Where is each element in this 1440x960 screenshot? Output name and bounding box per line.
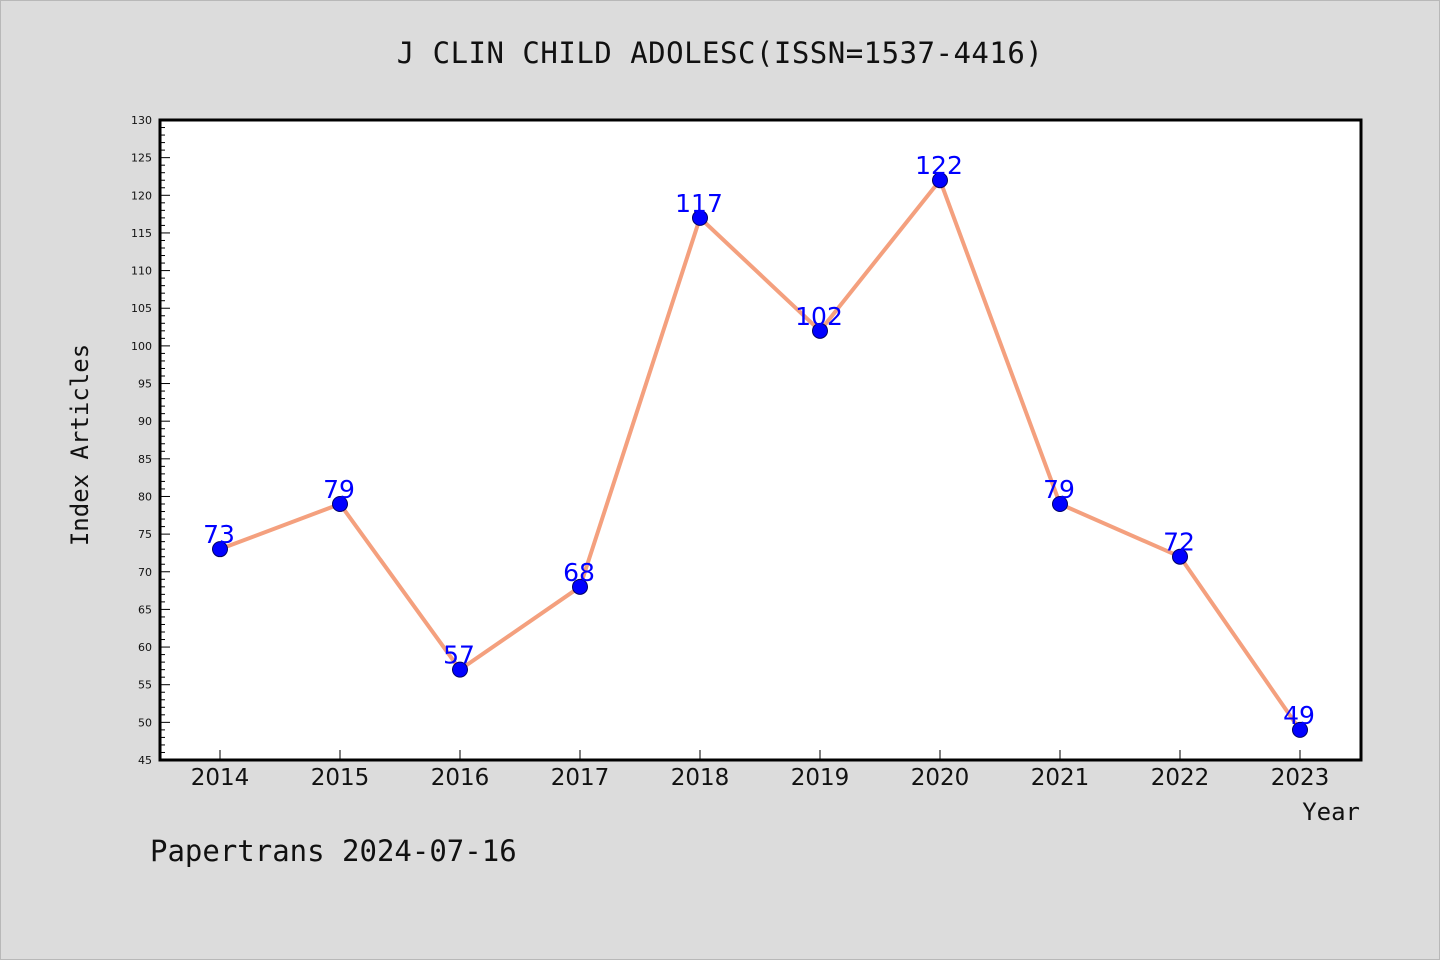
y-tick-label: 100 [131,340,152,353]
data-label: 102 [795,302,843,331]
data-label: 79 [323,475,355,504]
data-point [332,496,348,512]
x-tick-label: 2018 [671,765,730,791]
data-point [1052,496,1068,512]
data-series: 73 79 57 68 117 102 122 79 72 49 [203,151,1315,738]
y-tick-label: 75 [138,528,152,541]
series-line [218,178,1302,732]
y-axis-title: Index Articles [66,344,94,546]
data-label: 117 [675,189,723,218]
y-tick-label: 125 [131,152,152,165]
data-label: 72 [1163,528,1195,557]
x-tick-label: 2019 [791,765,850,791]
y-tick-label: 105 [131,302,152,315]
y-tick-label: 110 [131,265,152,278]
y-tick-label: 65 [138,603,152,616]
data-point [1172,548,1188,565]
y-tick-label: 95 [138,378,152,391]
data-label: 73 [203,520,235,549]
x-tick-label: 2015 [311,765,370,791]
data-label: 68 [563,558,595,587]
y-tick-label: 85 [138,453,152,466]
y-tick-label: 45 [138,754,152,767]
x-axis: 2014 2015 2016 2017 2018 2019 2020 2021 2022 2023 [191,750,1330,791]
data-point [572,578,588,595]
y-axis: 45 50 55 60 65 70 75 80 85 90 95 100 105 110 115 120 125… [131,114,170,767]
y-tick-label: 130 [131,114,152,127]
data-point [212,541,228,558]
data-label: 57 [443,641,475,670]
y-tick-label: 60 [138,641,152,654]
chart-title: J CLIN CHILD ADOLESC(ISSN=1537-4416) [396,36,1044,70]
data-point [812,322,828,339]
data-point [1292,721,1308,738]
data-label: 49 [1283,701,1315,730]
x-tick-label: 2017 [551,765,610,791]
x-tick-label: 2016 [431,765,490,791]
plot-area [158,118,1363,762]
x-tick-label: 2021 [1031,765,1090,791]
x-tick-label: 2014 [191,765,250,791]
y-tick-label: 55 [138,679,152,692]
y-tick-label: 90 [138,415,152,428]
x-tick-label: 2022 [1151,765,1210,791]
y-tick-label: 80 [138,490,152,503]
data-point [692,209,708,226]
y-tick-label: 115 [131,227,152,240]
data-label: 122 [915,151,963,180]
x-tick-label: 2023 [1271,765,1330,791]
data-point [932,172,948,189]
x-tick-label: 2020 [911,765,970,791]
footer-credit: Papertrans 2024-07-16 [150,834,517,868]
y-tick-label: 70 [138,566,152,579]
data-point [452,661,468,678]
x-axis-title: Year [1302,798,1360,826]
y-tick-label: 50 [138,716,152,729]
y-tick-label: 120 [131,189,152,202]
data-label: 79 [1043,475,1075,504]
